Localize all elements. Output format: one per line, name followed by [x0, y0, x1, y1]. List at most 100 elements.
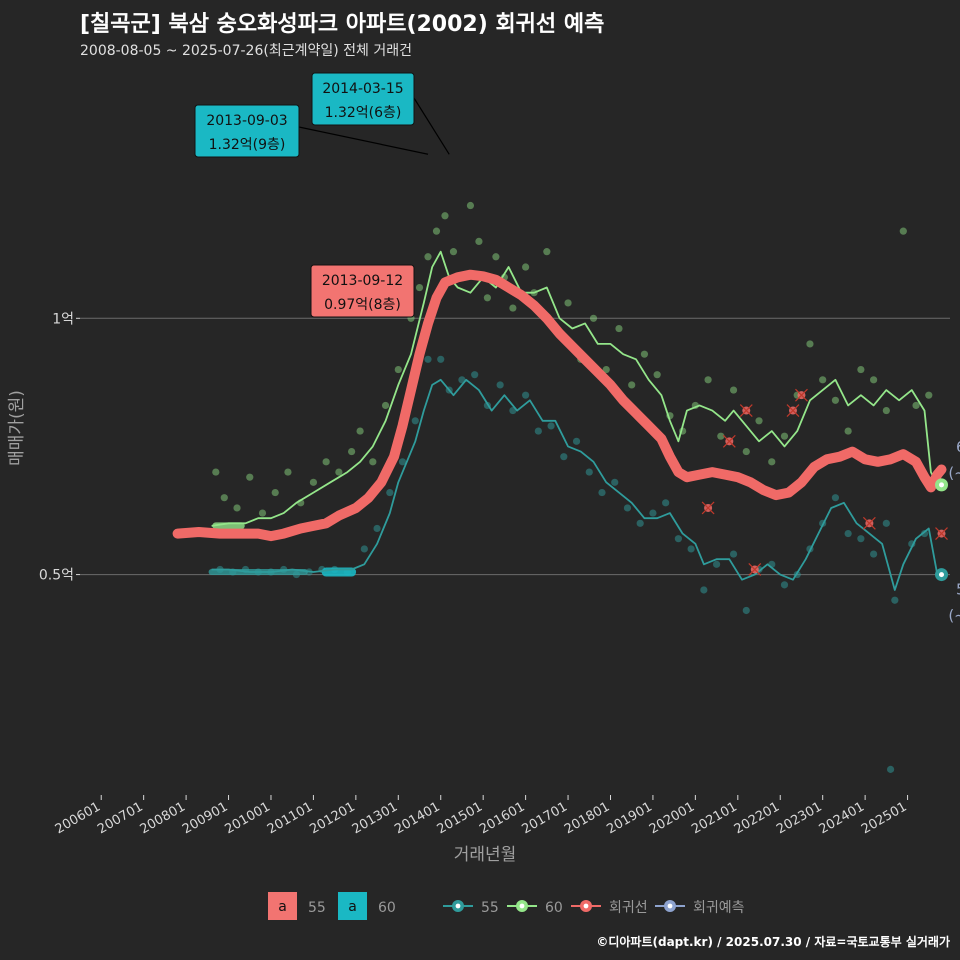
scatter-point-55 — [424, 355, 432, 363]
legend-dot-center — [583, 903, 589, 909]
x-tick-label: 201401 — [392, 799, 442, 837]
scatter-point-55 — [891, 596, 899, 604]
scatter-point-60 — [831, 396, 840, 404]
scatter-point-60 — [415, 283, 424, 292]
x-tick-label: 202101 — [689, 799, 739, 837]
scatter-point-55 — [882, 519, 890, 527]
end-point-center — [939, 482, 945, 488]
scatter-point-55 — [522, 391, 530, 399]
x-tick-label: 201901 — [604, 799, 654, 837]
scatter-point-60 — [653, 371, 661, 379]
legend-key-fill — [338, 892, 367, 920]
scatter-point-55 — [729, 550, 738, 558]
x-tick-label: 200601 — [53, 799, 103, 837]
x-tick-label: 200801 — [138, 799, 188, 837]
x-tick-label: 202301 — [774, 799, 824, 837]
scatter-point-55 — [560, 453, 568, 461]
scatter-point-60 — [615, 324, 623, 333]
scatter-point-55 — [857, 535, 865, 543]
outlier-x-marker — [795, 388, 808, 402]
x-tick-label: 201201 — [307, 799, 357, 837]
scatter-point-60 — [717, 432, 725, 440]
y-tick-label: 1억 — [52, 311, 74, 327]
scatter-point-60 — [271, 488, 279, 497]
x-tick-label: 201701 — [520, 799, 570, 837]
scatter-point-60 — [309, 478, 318, 486]
x-axis-title: 거래년월 — [454, 845, 517, 865]
scatter-point-55 — [360, 545, 368, 553]
scatter-point-55 — [611, 478, 619, 486]
scatter-point-60 — [394, 365, 402, 374]
scatter-point-55 — [623, 504, 632, 512]
legend-dot-center — [455, 903, 461, 909]
scatter-point-60 — [768, 458, 776, 466]
legend-dot-center — [667, 903, 673, 909]
scatter-point-55 — [373, 524, 381, 533]
scatter-point-60 — [640, 350, 649, 358]
outlier-x-marker — [862, 516, 876, 530]
legend-label: 55 — [308, 900, 326, 916]
end-value-label: 6,750 — [956, 438, 960, 456]
scatter-point-60 — [449, 248, 458, 256]
annotation-box — [311, 72, 415, 126]
scatter-point-55 — [649, 509, 657, 517]
scatter-point-55 — [780, 581, 789, 589]
scatter-point-55 — [674, 535, 682, 543]
series-line-60 — [211, 250, 939, 527]
x-tick-label: 201601 — [477, 799, 527, 837]
scatter-point-60 — [925, 391, 933, 399]
scatter-point-55 — [636, 519, 644, 527]
scatter-point-55 — [496, 381, 504, 389]
x-tick-label: 200701 — [95, 799, 145, 837]
scatter-point-60 — [220, 494, 228, 502]
scatter-point-60 — [348, 447, 356, 456]
scatter-point-55 — [844, 529, 852, 538]
scatter-point-55 — [534, 427, 542, 435]
scatter-point-60 — [870, 376, 878, 384]
scatter-point-60 — [369, 458, 377, 466]
x-tick-label: 202501 — [859, 799, 909, 837]
scatter-point-55 — [585, 468, 593, 476]
scatter-point-60 — [483, 294, 492, 302]
scatter-point-55 — [886, 765, 895, 773]
scatter-point-60 — [844, 427, 852, 435]
legend-label: 60 — [378, 900, 396, 916]
scatter-point-60 — [628, 381, 636, 389]
x-tick-label: 200901 — [180, 799, 230, 837]
annotation-date: 2013-09-03 — [206, 113, 287, 129]
scatter-point-60 — [475, 237, 483, 246]
legend-label: 55 — [481, 900, 499, 916]
legend-dot-center — [519, 903, 525, 909]
annotation-price: 1.32억(9층) — [209, 137, 286, 153]
scatter-point-55 — [547, 422, 555, 430]
y-tick-label: 0.5억 — [39, 568, 74, 584]
source-caption: ©디아파트(dapt.kr) / 2025.07.30 / 자료=국토교통부 실… — [596, 935, 950, 949]
scatter-point-60 — [212, 468, 220, 476]
annotation-leader — [413, 97, 450, 155]
scatter-point-60 — [806, 340, 814, 348]
scatter-point-60 — [522, 263, 530, 271]
regression-line — [172, 269, 947, 542]
outlier-x-marker — [701, 501, 715, 515]
scatter-point-60 — [432, 227, 441, 235]
scatter-point-60 — [912, 401, 920, 410]
scatter-point-60 — [899, 227, 907, 235]
outlier-x-marker — [739, 404, 753, 417]
end-area-label: (~60㎡) — [948, 464, 960, 482]
scatter-point-60 — [729, 386, 738, 394]
scatter-point-60 — [492, 253, 500, 261]
scatter-point-55 — [437, 355, 445, 363]
scatter-point-60 — [356, 427, 364, 435]
x-tick-label: 202401 — [817, 799, 867, 837]
annotation-box — [194, 104, 300, 158]
outlier-x-marker — [935, 527, 948, 541]
scatter-point-55 — [598, 488, 606, 497]
scatter-point-55 — [687, 545, 695, 553]
end-point-center — [939, 572, 945, 578]
scatter-point-55 — [572, 437, 581, 445]
x-tick-label: 201101 — [265, 799, 315, 837]
scatter-point-60 — [284, 468, 292, 476]
scatter-point-60 — [780, 432, 789, 440]
scatter-point-55 — [386, 488, 394, 497]
